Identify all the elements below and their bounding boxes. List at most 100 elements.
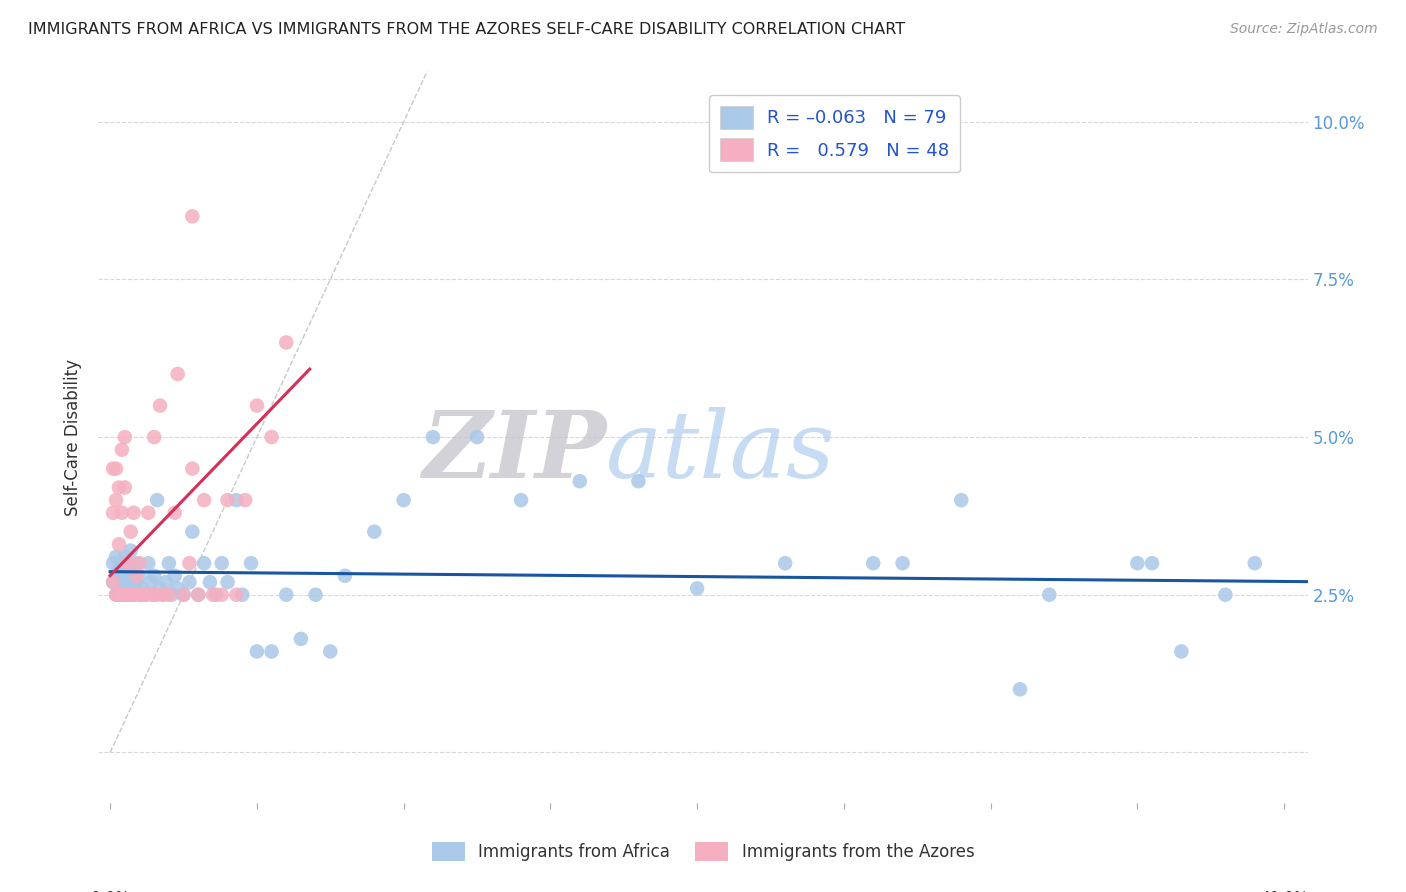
Point [134, 588, 156, 602]
Point [163, 506, 186, 520]
Text: IMMIGRANTS FROM AFRICA VS IMMIGRANTS FROM THE AZORES SELF-CARE DISABILITY CORREL: IMMIGRANTS FROM AFRICA VS IMMIGRANTS FRO… [28, 22, 905, 37]
Point [128, 556, 150, 570]
Point [773, 556, 796, 570]
Point [141, 575, 163, 590]
Point [246, 644, 269, 658]
Point [225, 588, 247, 602]
Point [101, 556, 124, 570]
Point [117, 556, 139, 570]
Point [114, 588, 136, 602]
Point [240, 556, 263, 570]
Point [157, 556, 180, 570]
Point [120, 569, 142, 583]
Point [181, 210, 204, 224]
Point [155, 575, 177, 590]
Point [111, 556, 134, 570]
Point [1243, 556, 1265, 570]
Point [128, 569, 150, 583]
Point [422, 430, 444, 444]
Point [198, 575, 221, 590]
Point [101, 506, 124, 520]
Point [111, 506, 134, 520]
Point [108, 588, 131, 602]
Point [1038, 588, 1060, 602]
Point [105, 461, 128, 475]
Point [149, 582, 172, 596]
Point [146, 493, 169, 508]
Point [128, 588, 150, 602]
Point [211, 588, 233, 602]
Point [568, 474, 591, 488]
Point [246, 399, 269, 413]
Point [141, 588, 163, 602]
Point [117, 588, 139, 602]
Point [1215, 588, 1237, 602]
Text: Source: ZipAtlas.com: Source: ZipAtlas.com [1230, 22, 1378, 37]
Point [187, 588, 209, 602]
Point [193, 493, 215, 508]
Point [149, 399, 172, 413]
Point [146, 588, 169, 602]
Y-axis label: Self-Care Disability: Self-Care Disability [65, 359, 83, 516]
Point [108, 582, 131, 596]
Point [134, 588, 156, 602]
Legend: Immigrants from Africa, Immigrants from the Azores: Immigrants from Africa, Immigrants from … [425, 835, 981, 868]
Point [108, 481, 131, 495]
Point [166, 367, 188, 381]
Point [108, 562, 131, 576]
Point [111, 588, 134, 602]
Point [179, 556, 201, 570]
Text: 40.0%: 40.0% [1260, 891, 1309, 892]
Point [193, 556, 215, 570]
Point [1170, 644, 1192, 658]
Point [105, 588, 128, 602]
Point [122, 588, 145, 602]
Point [181, 524, 204, 539]
Point [101, 575, 124, 590]
Point [187, 588, 209, 602]
Point [1140, 556, 1163, 570]
Point [173, 588, 195, 602]
Point [333, 569, 356, 583]
Point [120, 543, 142, 558]
Point [891, 556, 914, 570]
Point [276, 335, 298, 350]
Point [136, 506, 159, 520]
Point [181, 461, 204, 475]
Point [114, 569, 136, 583]
Text: atlas: atlas [606, 407, 835, 497]
Point [363, 524, 385, 539]
Point [1126, 556, 1149, 570]
Point [105, 493, 128, 508]
Point [108, 537, 131, 551]
Point [122, 588, 145, 602]
Point [152, 588, 174, 602]
Point [290, 632, 312, 646]
Point [627, 474, 650, 488]
Point [114, 549, 136, 564]
Point [862, 556, 884, 570]
Point [157, 588, 180, 602]
Point [179, 575, 201, 590]
Point [131, 582, 153, 596]
Point [686, 582, 709, 596]
Point [117, 575, 139, 590]
Point [120, 588, 142, 602]
Point [105, 549, 128, 564]
Point [143, 588, 166, 602]
Point [304, 588, 326, 602]
Point [101, 461, 124, 475]
Point [173, 588, 195, 602]
Point [392, 493, 415, 508]
Point [111, 442, 134, 457]
Point [114, 481, 136, 495]
Point [143, 569, 166, 583]
Point [128, 588, 150, 602]
Point [122, 582, 145, 596]
Point [152, 588, 174, 602]
Point [163, 569, 186, 583]
Point [950, 493, 973, 508]
Point [260, 644, 283, 658]
Point [217, 493, 239, 508]
Text: 0.0%: 0.0% [91, 891, 129, 892]
